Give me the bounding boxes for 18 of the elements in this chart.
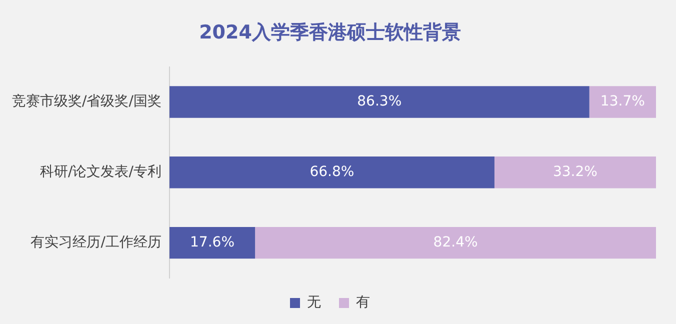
bar — [255, 226, 656, 259]
bar — [494, 156, 656, 188]
data-label: 33.2% — [552, 164, 598, 180]
data-label: 82.4% — [433, 234, 478, 250]
y-tick-label: 有实习经历/工作经历 — [30, 234, 162, 250]
bar — [169, 86, 590, 118]
legend-label: 无 — [307, 294, 321, 311]
bar — [169, 156, 494, 188]
y-tick-label: 竞赛市级奖/省级奖/国奖 — [12, 94, 162, 110]
data-label: 66.8% — [310, 164, 354, 180]
bar — [169, 226, 256, 259]
data-label: 13.7% — [600, 94, 645, 110]
bar — [589, 86, 656, 118]
data-label: 86.3% — [357, 94, 402, 110]
legend-label: 有 — [356, 294, 370, 311]
chart-title: 2024入学季香港硕士软性背景 — [199, 21, 461, 44]
y-tick-label: 科研/论文发表/专利 — [40, 164, 162, 180]
data-label: 17.6% — [190, 234, 234, 250]
